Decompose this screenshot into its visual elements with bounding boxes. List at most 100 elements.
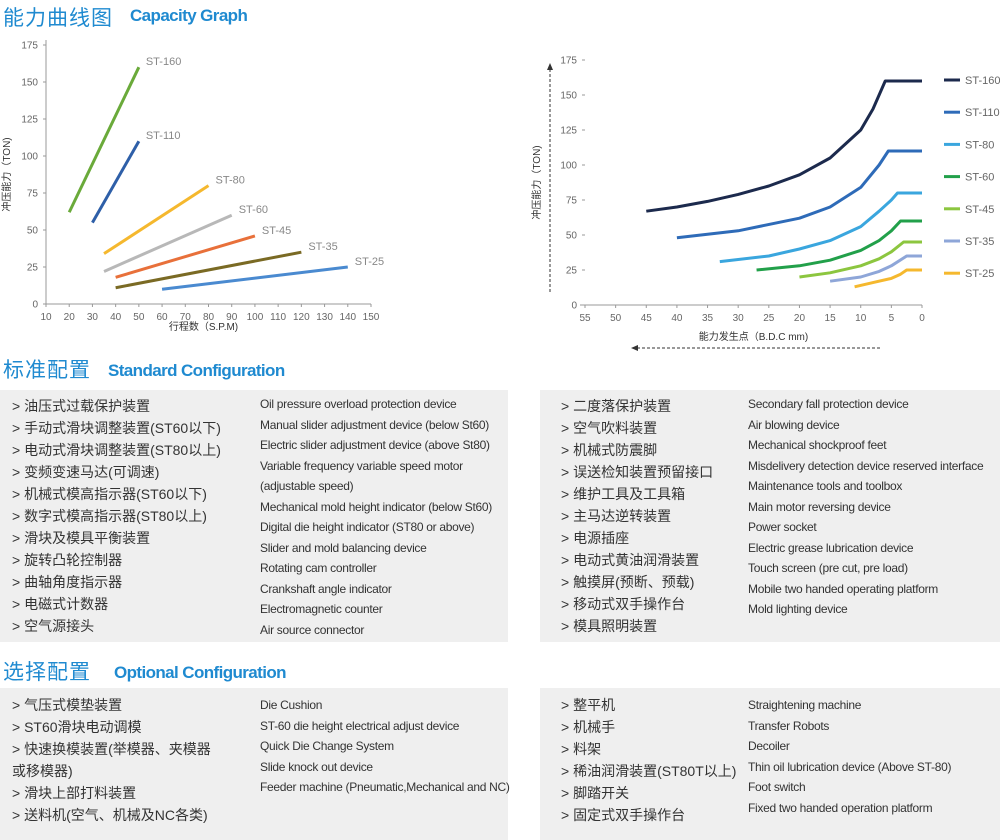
config-item: > 固定式双手操作台 [561, 807, 686, 823]
config-item: > 整平机 [561, 697, 616, 713]
series-label: ST-60 [239, 204, 268, 216]
x-tick-label: 10 [855, 313, 867, 324]
config-item: Digital die height indicator (ST80 or ab… [260, 520, 475, 534]
series-label: ST-80 [216, 175, 245, 187]
x-tick-label: 15 [825, 313, 837, 324]
config-item: Air blowing device [748, 417, 840, 432]
y-tick-label: 125 [560, 126, 577, 137]
x-tick-label: 130 [316, 312, 333, 323]
x-tick-label: 10 [40, 312, 52, 323]
config-item: Variable frequency variable speed motor … [260, 458, 463, 494]
y-tick-label: 0 [32, 300, 38, 311]
x-tick-label: 30 [733, 313, 745, 324]
config-list-cn: > 油压式过载保护装置 > 手动式滑块调整装置(ST60以下) > 电动式滑块调整装… [12, 395, 224, 637]
y-tick-label: 125 [21, 115, 38, 126]
config-item: Touch screen (pre cut, pre load) [748, 561, 908, 575]
section-title-cn: 标准配置 [3, 359, 91, 382]
config-item: > 脚踏开关 [561, 785, 630, 801]
config-item: > 电源插座 [561, 530, 630, 546]
config-item: Decoiler [748, 739, 790, 753]
config-item: Fixed two handed operation platform [748, 800, 933, 815]
config-item: Transfer Robots [748, 718, 830, 733]
config-item: > 触摸屏(预断、预载) [561, 574, 695, 590]
config-item: > 移动式双手操作台 [561, 596, 686, 612]
series-label: ST-110 [146, 130, 181, 142]
legend-label: ST-110 [965, 107, 1000, 119]
config-item: Slide knock out device [260, 759, 373, 774]
config-item: Manual slider adjustment device (below S… [260, 417, 489, 432]
config-box [540, 688, 1000, 840]
series-line [115, 250, 302, 290]
series-line [646, 79, 922, 213]
y-tick-label: 100 [560, 161, 577, 172]
config-item: > 电磁式计数器 [12, 596, 109, 612]
x-axis-label: 能力发生点（B.D.C mm) [699, 330, 808, 343]
x-tick-label: 70 [180, 312, 192, 323]
config-item: Die Cushion [260, 698, 323, 712]
config-item: > 空气源接头 [12, 618, 95, 634]
config-item: > 手动式滑块调整装置(ST60以下) [12, 420, 221, 436]
series-line [676, 149, 922, 240]
y-axis-label: 冲压能力（TON) [530, 145, 543, 219]
y-tick-label: 150 [21, 78, 38, 89]
x-tick-label: 110 [270, 312, 286, 323]
series-line [799, 240, 922, 279]
header-title-cn: 能力曲线图 [3, 7, 113, 30]
config-item: > 电动式滑块调整装置(ST80以上) [12, 442, 221, 458]
config-item: > 油压式过载保护装置 [12, 398, 151, 414]
config-item: Oil pressure overload protection device [260, 397, 457, 411]
series-line [854, 268, 922, 289]
x-axis-label: 行程数（S.P.M) [169, 320, 238, 333]
config-item: > 机械式防震脚 [561, 442, 658, 458]
section-title-en: Optional Configuration [114, 663, 286, 682]
series-line [103, 184, 210, 255]
config-item: Rotating cam controller [260, 561, 377, 575]
config-item: Electric slider adjustment device (above… [260, 438, 490, 452]
config-item: Air source connector [260, 622, 365, 637]
config-item: Maintenance tools and toolbox [748, 479, 903, 493]
config-item: > 料架 [561, 741, 602, 757]
config-item: > 稀油润滑装置(ST80T以上) [561, 763, 737, 779]
series-label: ST-45 [262, 225, 291, 237]
config-item: Crankshaft angle indicator [260, 581, 392, 596]
config-item: > 滑块上部打料装置 [12, 785, 137, 801]
section-title-cn: 选择配置 [3, 661, 91, 684]
config-box [0, 390, 508, 642]
config-box [0, 688, 508, 840]
config-list-en: Oil pressure overload protection device M… [260, 394, 510, 640]
config-item: Straightening machine [748, 698, 862, 712]
y-tick-label: 75 [27, 189, 39, 200]
x-tick-label: 40 [110, 312, 122, 323]
x-tick-label: 35 [702, 313, 714, 324]
x-tick-label: 140 [339, 312, 356, 323]
x-tick-label: 90 [226, 312, 238, 323]
y-tick-label: 50 [27, 226, 39, 237]
x-tick-label: 20 [794, 313, 806, 324]
config-item: Misdelivery detection device reserved in… [748, 458, 984, 473]
config-item: > 滑块及模具平衡装置 [12, 530, 151, 546]
series-line [719, 191, 922, 264]
y-tick-label: 50 [566, 231, 578, 242]
config-item: Feeder machine (Pneumatic,Mechanical and… [260, 780, 510, 794]
config-item: > 变频变速马达(可调速) [12, 464, 160, 480]
legend-label: ST-35 [965, 236, 994, 248]
y-tick-label: 175 [21, 41, 38, 52]
x-tick-label: 40 [671, 313, 683, 324]
y-tick-label: 25 [566, 266, 578, 277]
config-item: > 维护工具及工具箱 [561, 486, 686, 502]
header-title-en: Capacity Graph [130, 6, 248, 25]
series-line [829, 254, 922, 283]
config-item: > 气压式模垫装置 [12, 697, 123, 713]
y-tick-label: 150 [560, 91, 577, 102]
x-tick-label: 60 [157, 312, 169, 323]
config-item: > ST60滑块电动调模 [12, 719, 142, 735]
config-list-cn: > 二度落保护装置 > 空气吹料装置 > 机械式防震脚 > 误送检知装置预留接口 > 维… [561, 395, 773, 637]
series-line [115, 234, 256, 279]
series-line [161, 265, 348, 291]
config-item: > 快速换模装置(举模器、夹模器或移模器) [12, 741, 211, 779]
legend-label: ST-60 [965, 172, 994, 184]
config-item: > 旋转凸轮控制器 [12, 552, 123, 568]
config-item: > 主马达逆转装置 [561, 508, 672, 524]
x-tick-label: 80 [203, 312, 215, 323]
